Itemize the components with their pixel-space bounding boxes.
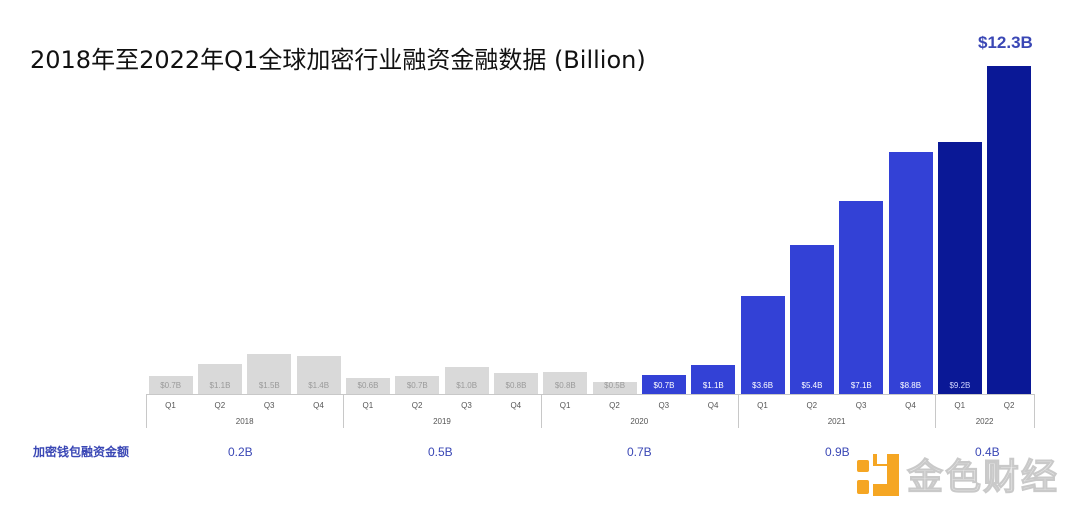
bar-value-label: $7.1B: [850, 381, 872, 390]
quarter-tick-label: Q3: [855, 401, 867, 410]
quarter-tick-label: Q2: [1003, 401, 1015, 410]
quarter-tick-label: Q1: [165, 401, 176, 410]
wallet-funding-label: 加密钱包融资金额: [33, 445, 130, 459]
year-separator: [935, 394, 937, 428]
bar-value-label: $0.8B: [554, 381, 576, 390]
bar-value-label: $8.8B: [900, 381, 922, 390]
wallet-funding-value: 0.9B: [825, 445, 850, 459]
quarter-tick-label: Q2: [806, 401, 818, 410]
bar: $0.7B: [148, 376, 193, 394]
year-separator: [737, 394, 739, 428]
quarter-tick-label: Q3: [263, 401, 275, 410]
year-tick-label: 2018: [235, 417, 254, 426]
year-separator: [1033, 394, 1035, 428]
year-tick-label: 2020: [630, 417, 649, 426]
year-tick-label: 2019: [433, 417, 451, 426]
bar-value-label: $1.1B: [209, 381, 231, 390]
bar-value-label: $0.7B: [160, 381, 182, 390]
wallet-funding-value: 0.2B: [228, 445, 253, 459]
bar: $0.7B: [395, 376, 440, 394]
bar: $0.8B: [493, 373, 538, 394]
bar: $1.5B: [247, 354, 292, 394]
quarter-tick-label: Q1: [559, 401, 571, 410]
bar: $8.8B: [888, 152, 933, 394]
wallet-funding-value: 0.5B: [428, 445, 453, 459]
bar-value-label: $0.5B: [604, 381, 626, 390]
bar-value-label: $1.0B: [456, 381, 478, 390]
quarter-tick-label: Q4: [313, 401, 324, 410]
year-separator: [146, 394, 147, 428]
bar-value-label: $1.4B: [308, 381, 330, 390]
quarter-tick-label: Q4: [707, 401, 719, 410]
year-separator: [343, 394, 345, 428]
bar-value-label: $0.7B: [406, 381, 428, 390]
quarter-tick-label: Q1: [362, 401, 374, 410]
quarter-tick-label: Q4: [510, 401, 522, 410]
bar-value-label: $0.7B: [653, 381, 675, 390]
bar-value-label: $9.2B: [949, 381, 971, 390]
x-axis-line: [146, 394, 1034, 395]
bar: $9.2B: [937, 142, 982, 394]
quarter-tick-label: Q2: [411, 401, 423, 410]
bar: $0.8B: [543, 372, 588, 394]
bar-value-label: $0.8B: [505, 381, 527, 390]
year-tick-label: 2022: [975, 417, 994, 426]
bar: [987, 66, 1032, 394]
year-separator: [540, 394, 542, 428]
bar: $0.5B: [592, 381, 637, 394]
year-tick-label: 2021: [827, 417, 846, 426]
quarter-tick-label: Q4: [905, 401, 916, 410]
quarter-tick-label: Q3: [461, 401, 472, 410]
watermark-text: 金色财经: [906, 457, 1060, 499]
quarter-tick-label: Q3: [658, 401, 670, 410]
wallet-funding-value: 0.7B: [627, 445, 652, 459]
top-value-label: $12.3B: [978, 33, 1033, 52]
wallet-funding-value: 0.4B: [975, 445, 1000, 459]
jinse-logo-icon: [857, 454, 899, 496]
bar: $0.7B: [641, 375, 686, 394]
bar: $5.4B: [789, 245, 834, 394]
bar-value-label: $1.5B: [258, 381, 280, 390]
bar-value-label: $3.6B: [752, 381, 774, 390]
bar: $1.1B: [197, 364, 242, 394]
quarter-tick-label: Q2: [214, 401, 226, 410]
watermark-logo: 金色财经: [855, 448, 1065, 500]
bar: $1.0B: [444, 367, 489, 394]
chart-title: 2018年至2022年Q1全球加密行业融资金融数据 (Billion): [30, 46, 646, 74]
quarter-tick-label: Q1: [757, 401, 768, 410]
bar: $7.1B: [839, 201, 884, 394]
bar-value-label: $1.1B: [702, 381, 724, 390]
bar: $1.4B: [296, 356, 341, 394]
bar: $3.6B: [740, 296, 785, 394]
bar: $0.6B: [345, 378, 390, 394]
bar-value-label: $5.4B: [801, 381, 823, 390]
bar: $1.1B: [691, 365, 736, 394]
quarter-tick-label: Q2: [609, 401, 620, 410]
bar-value-label: $0.6B: [357, 381, 379, 390]
quarter-tick-label: Q1: [954, 401, 966, 410]
